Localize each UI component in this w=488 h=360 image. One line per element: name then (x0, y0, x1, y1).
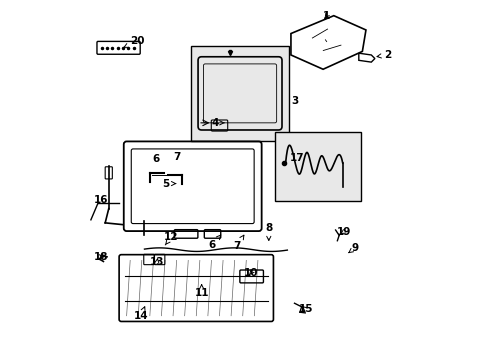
Text: 14: 14 (133, 307, 148, 321)
Text: 5: 5 (162, 179, 175, 189)
Text: 6: 6 (152, 154, 159, 164)
Text: 18: 18 (94, 252, 108, 262)
Text: 2: 2 (376, 50, 390, 60)
FancyBboxPatch shape (190, 46, 288, 141)
Text: 4: 4 (211, 118, 224, 128)
Text: 17: 17 (289, 153, 304, 163)
Text: 20: 20 (124, 36, 144, 48)
FancyBboxPatch shape (105, 167, 112, 179)
Text: 9: 9 (348, 243, 358, 253)
Text: 10: 10 (243, 268, 258, 278)
Text: 3: 3 (290, 96, 298, 107)
Text: 11: 11 (194, 284, 208, 297)
Text: 7: 7 (173, 153, 180, 162)
Text: 12: 12 (163, 232, 178, 245)
Text: 15: 15 (298, 304, 312, 314)
Text: 13: 13 (149, 257, 164, 267)
Text: 19: 19 (336, 227, 350, 237)
Text: 16: 16 (94, 195, 108, 204)
Text: 1: 1 (323, 11, 329, 21)
Text: 8: 8 (264, 223, 272, 240)
FancyBboxPatch shape (274, 132, 360, 202)
Text: 7: 7 (232, 235, 244, 251)
Text: 6: 6 (208, 235, 220, 250)
